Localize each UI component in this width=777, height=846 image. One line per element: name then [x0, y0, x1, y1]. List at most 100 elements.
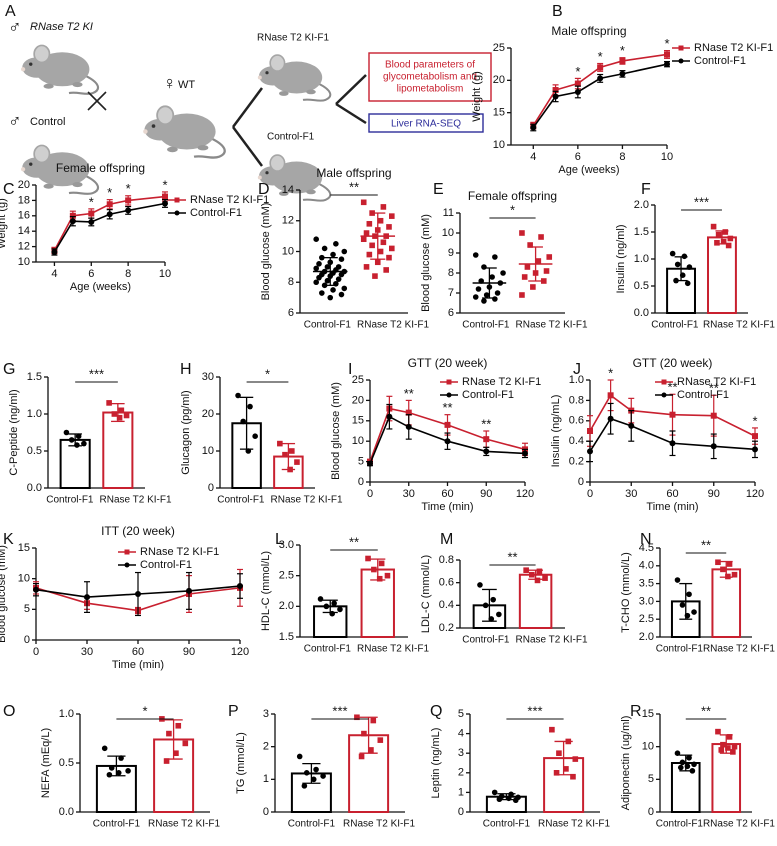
x-tick-label: 6 [575, 151, 581, 163]
y-tick-label: 0 [24, 634, 30, 646]
data-point [478, 278, 485, 284]
point [106, 201, 113, 208]
data-point [553, 770, 560, 776]
data-point [75, 433, 82, 440]
panel-letter: E [433, 181, 444, 198]
panel-letter: R [630, 703, 642, 720]
y-tick-label: 3.0 [639, 595, 654, 607]
data-point [313, 236, 320, 242]
data-point [490, 596, 496, 603]
y-tick-label: 0 [358, 476, 364, 488]
significance: * [575, 64, 580, 79]
y-axis-label: Leptin (ng/mL) [430, 728, 442, 799]
data-point [731, 571, 738, 578]
data-point [371, 566, 377, 573]
data-point [301, 783, 308, 789]
y-axis-label: Adiponectin (ug/ml) [620, 716, 632, 811]
y-tick-label: 15 [352, 415, 364, 427]
point [405, 423, 412, 430]
data-point [338, 291, 345, 298]
y-tick-label: 10 [202, 445, 214, 457]
x-tick-label: 10 [661, 151, 673, 163]
data-point [674, 750, 681, 756]
data-point [363, 264, 370, 270]
x-tick-label: 90 [183, 646, 195, 658]
data-point [252, 433, 258, 440]
data-point [563, 766, 569, 772]
y-axis-label: Blood glucose (mM) [260, 203, 272, 301]
y-tick-label: 0 [648, 806, 654, 818]
y-axis-label: Glucagon (pg/ml) [180, 390, 192, 474]
significance: ** [667, 380, 677, 395]
legend-marker [661, 392, 667, 398]
data-point [530, 284, 536, 290]
significance: * [89, 194, 94, 209]
x-axis-label: Time (min) [112, 659, 164, 671]
y-tick-label: 10 [18, 256, 30, 268]
data-point [247, 403, 253, 410]
y-tick-label: 2.0 [634, 199, 649, 211]
split-arrow [231, 87, 264, 167]
point [106, 211, 113, 218]
y-tick-label: 16 [18, 210, 30, 222]
y-tick-label: 0 [458, 806, 464, 818]
data-point [529, 571, 535, 578]
data-point [361, 730, 367, 737]
legend-marker [446, 379, 452, 385]
y-tick-label: 0.8 [439, 554, 454, 566]
y-axis-label: HDL-C (mmol/L) [260, 551, 272, 631]
data-point [500, 270, 506, 276]
data-point [106, 771, 113, 778]
chart-title: ITT (20 week) [101, 524, 175, 538]
data-point [523, 567, 529, 573]
data-point [358, 753, 365, 760]
y-tick-label: 6 [448, 307, 454, 319]
legend-label: RNase T2 KI-F1 [694, 42, 773, 54]
point [51, 248, 58, 255]
y-tick-label: 10 [352, 435, 364, 447]
data-point [714, 240, 720, 246]
data-point [383, 267, 389, 273]
significance: * [265, 366, 270, 381]
data-point [303, 770, 310, 776]
y-tick-label: 2 [263, 741, 269, 753]
data-point [519, 292, 525, 298]
point [752, 446, 758, 453]
y-tick-label: 0.0 [634, 307, 649, 319]
x-tick-label: 10 [159, 268, 171, 280]
data-point [368, 747, 374, 753]
x-tick-label: 90 [480, 488, 492, 500]
panel-letter: A [5, 3, 16, 20]
x-tick-label: 0 [587, 488, 593, 500]
point [574, 80, 581, 87]
x-tick-label: RNase T2 KI-F1 [357, 320, 429, 331]
data-point [372, 273, 378, 279]
panel-letter: I [348, 361, 352, 378]
x-tick-label: Control-F1 [217, 495, 265, 506]
panel-letter: K [3, 531, 14, 548]
y-tick-label: 0.4 [439, 599, 454, 611]
y-axis-label: LDL-C (mmol/L) [420, 555, 432, 633]
x-tick-label: 120 [516, 488, 534, 500]
y-tick-label: 0.0 [59, 806, 74, 818]
y-tick-label: 0.6 [439, 577, 454, 589]
point [444, 421, 451, 428]
y-axis-label: Weight (g) [0, 198, 8, 249]
data-point [534, 577, 541, 584]
legend-marker [124, 549, 130, 555]
significance: * [620, 43, 625, 58]
y-axis-label: Blood glucose (mM) [0, 545, 8, 643]
legend-marker [678, 45, 684, 51]
data-point [542, 575, 548, 581]
data-point [686, 264, 693, 270]
significance: * [126, 181, 131, 196]
y-axis-label: T-CHO (mmol/L) [620, 552, 632, 633]
point [607, 392, 614, 399]
data-point [570, 773, 576, 780]
x-tick-label: RNase T2 KI-F1 [703, 320, 775, 331]
data-point [235, 392, 241, 399]
y-tick-label: 0.8 [569, 394, 584, 406]
bar [711, 568, 742, 638]
data-point [689, 768, 696, 774]
y-tick-label: 0.2 [439, 622, 454, 634]
